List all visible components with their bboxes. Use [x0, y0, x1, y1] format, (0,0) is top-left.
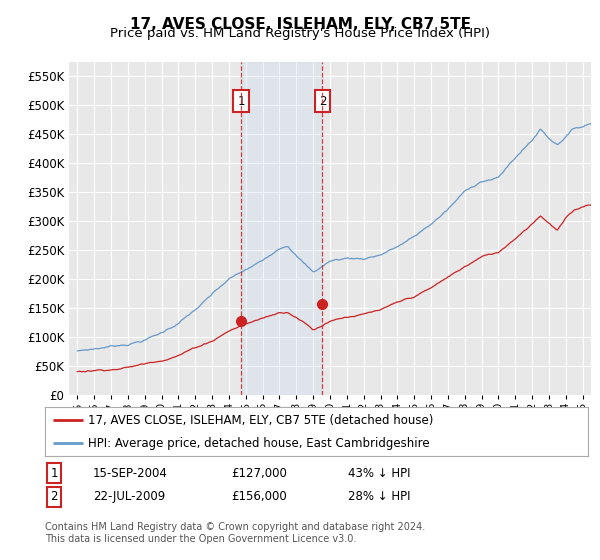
Text: 1: 1 [50, 466, 58, 480]
Text: 43% ↓ HPI: 43% ↓ HPI [348, 466, 410, 480]
Text: £127,000: £127,000 [231, 466, 287, 480]
Text: 2: 2 [50, 490, 58, 503]
Text: 28% ↓ HPI: 28% ↓ HPI [348, 490, 410, 503]
Bar [241, 62, 322, 395]
Text: 15-SEP-2004: 15-SEP-2004 [93, 466, 168, 480]
Text: £156,000: £156,000 [231, 490, 287, 503]
Text: Contains HM Land Registry data © Crown copyright and database right 2024.
This d: Contains HM Land Registry data © Crown c… [45, 522, 425, 544]
Text: 17, AVES CLOSE, ISLEHAM, ELY, CB7 5TE: 17, AVES CLOSE, ISLEHAM, ELY, CB7 5TE [130, 17, 470, 32]
Text: 17, AVES CLOSE, ISLEHAM, ELY, CB7 5TE (detached house): 17, AVES CLOSE, ISLEHAM, ELY, CB7 5TE (d… [88, 414, 434, 427]
Text: 1: 1 [237, 95, 245, 108]
Text: Price paid vs. HM Land Registry's House Price Index (HPI): Price paid vs. HM Land Registry's House … [110, 27, 490, 40]
Text: 2: 2 [319, 95, 326, 108]
Text: 22-JUL-2009: 22-JUL-2009 [93, 490, 165, 503]
Text: HPI: Average price, detached house, East Cambridgeshire: HPI: Average price, detached house, East… [88, 437, 430, 450]
